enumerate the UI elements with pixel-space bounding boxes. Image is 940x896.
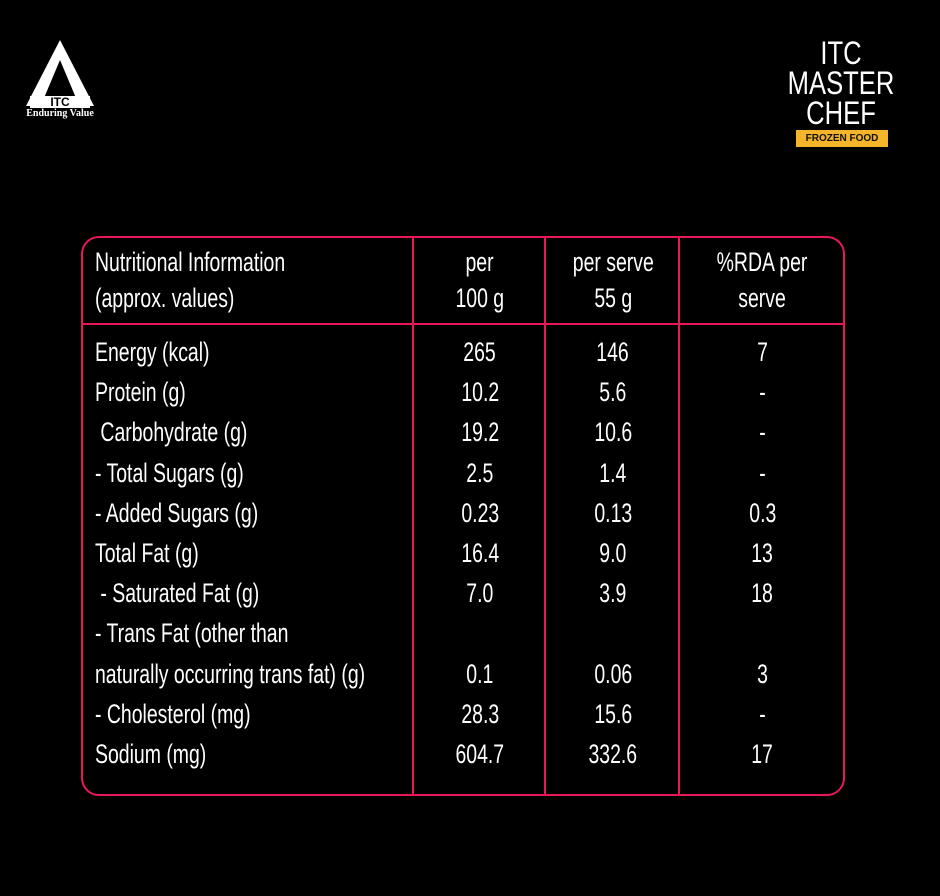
row-value: 10.6 bbox=[594, 417, 632, 448]
row-value: 2.5 bbox=[466, 457, 494, 488]
row-value: 28.3 bbox=[461, 698, 499, 729]
logo-line-1: ITC bbox=[820, 35, 862, 71]
row-value: 0.23 bbox=[461, 497, 499, 528]
row-value: 0.06 bbox=[594, 658, 632, 689]
row-value bbox=[546, 615, 680, 651]
row-value: 0.3 bbox=[748, 497, 777, 528]
row-value: 3 bbox=[757, 658, 768, 689]
row-value: 604.7 bbox=[455, 739, 505, 769]
row-value: 18 bbox=[751, 578, 774, 609]
row-label: - Trans Fat (other than bbox=[95, 618, 289, 649]
row-value: 17 bbox=[751, 739, 774, 769]
column-divider bbox=[412, 238, 414, 794]
header-nutrition-info: Nutritional Information (approx. values) bbox=[95, 247, 286, 313]
row-value bbox=[414, 615, 546, 651]
row-label: - Cholesterol (mg) bbox=[95, 698, 251, 729]
row-value: 1.4 bbox=[599, 457, 627, 488]
row-label: - Added Sugars (g) bbox=[95, 497, 259, 528]
row-label: Protein (g) bbox=[95, 377, 186, 408]
row-value: 5.6 bbox=[599, 377, 627, 408]
row-value: 7 bbox=[757, 337, 768, 367]
row-value: - bbox=[759, 698, 766, 729]
row-value bbox=[680, 615, 845, 651]
header-per-100g: per 100 g bbox=[455, 247, 505, 313]
row-value: 0.13 bbox=[594, 497, 632, 528]
row-value: 10.2 bbox=[461, 377, 499, 408]
itc-logo: ITC bbox=[26, 40, 94, 109]
nutrition-table: Nutritional Information (approx. values) … bbox=[81, 236, 845, 796]
row-value: 3.9 bbox=[599, 578, 627, 609]
row-value: 16.4 bbox=[461, 538, 499, 568]
row-value: 332.6 bbox=[588, 739, 638, 769]
row-label: Energy (kcal) bbox=[95, 337, 210, 367]
header-divider bbox=[83, 323, 843, 325]
row-value: 13 bbox=[751, 538, 774, 568]
row-value: 0.1 bbox=[466, 658, 494, 689]
row-value: 15.6 bbox=[594, 698, 632, 729]
column-divider bbox=[678, 238, 680, 794]
header-rda: %RDA per serve bbox=[717, 247, 808, 313]
column-divider bbox=[544, 238, 546, 794]
header-per-serve: per serve 55 g bbox=[572, 247, 654, 313]
row-value: 7.0 bbox=[466, 578, 494, 609]
row-label: Sodium (mg) bbox=[95, 739, 207, 769]
row-value: 265 bbox=[463, 337, 497, 367]
logo-line-3: CHEF bbox=[806, 95, 876, 131]
row-label: - Total Sugars (g) bbox=[95, 457, 244, 488]
row-value: - bbox=[759, 377, 766, 408]
row-label: Total Fat (g) bbox=[95, 538, 199, 568]
row-value: 19.2 bbox=[461, 417, 499, 448]
row-value: - bbox=[759, 457, 766, 488]
svg-text:ITC: ITC bbox=[50, 95, 70, 109]
row-label: naturally occurring trans fat) (g) bbox=[95, 658, 366, 689]
row-value: - bbox=[759, 417, 766, 448]
itc-tagline: Enduring Value bbox=[26, 108, 94, 119]
row-value: 9.0 bbox=[599, 538, 627, 568]
row-label: - Saturated Fat (g) bbox=[95, 578, 260, 609]
frozen-food-ribbon: FROZEN FOOD bbox=[778, 124, 906, 147]
row-value: 146 bbox=[596, 337, 630, 367]
logo-line-2: MASTER bbox=[787, 65, 895, 101]
row-label: Carbohydrate (g) bbox=[95, 417, 248, 448]
masterchef-logo: ITC MASTER CHEF FROZEN FOOD bbox=[766, 35, 916, 153]
